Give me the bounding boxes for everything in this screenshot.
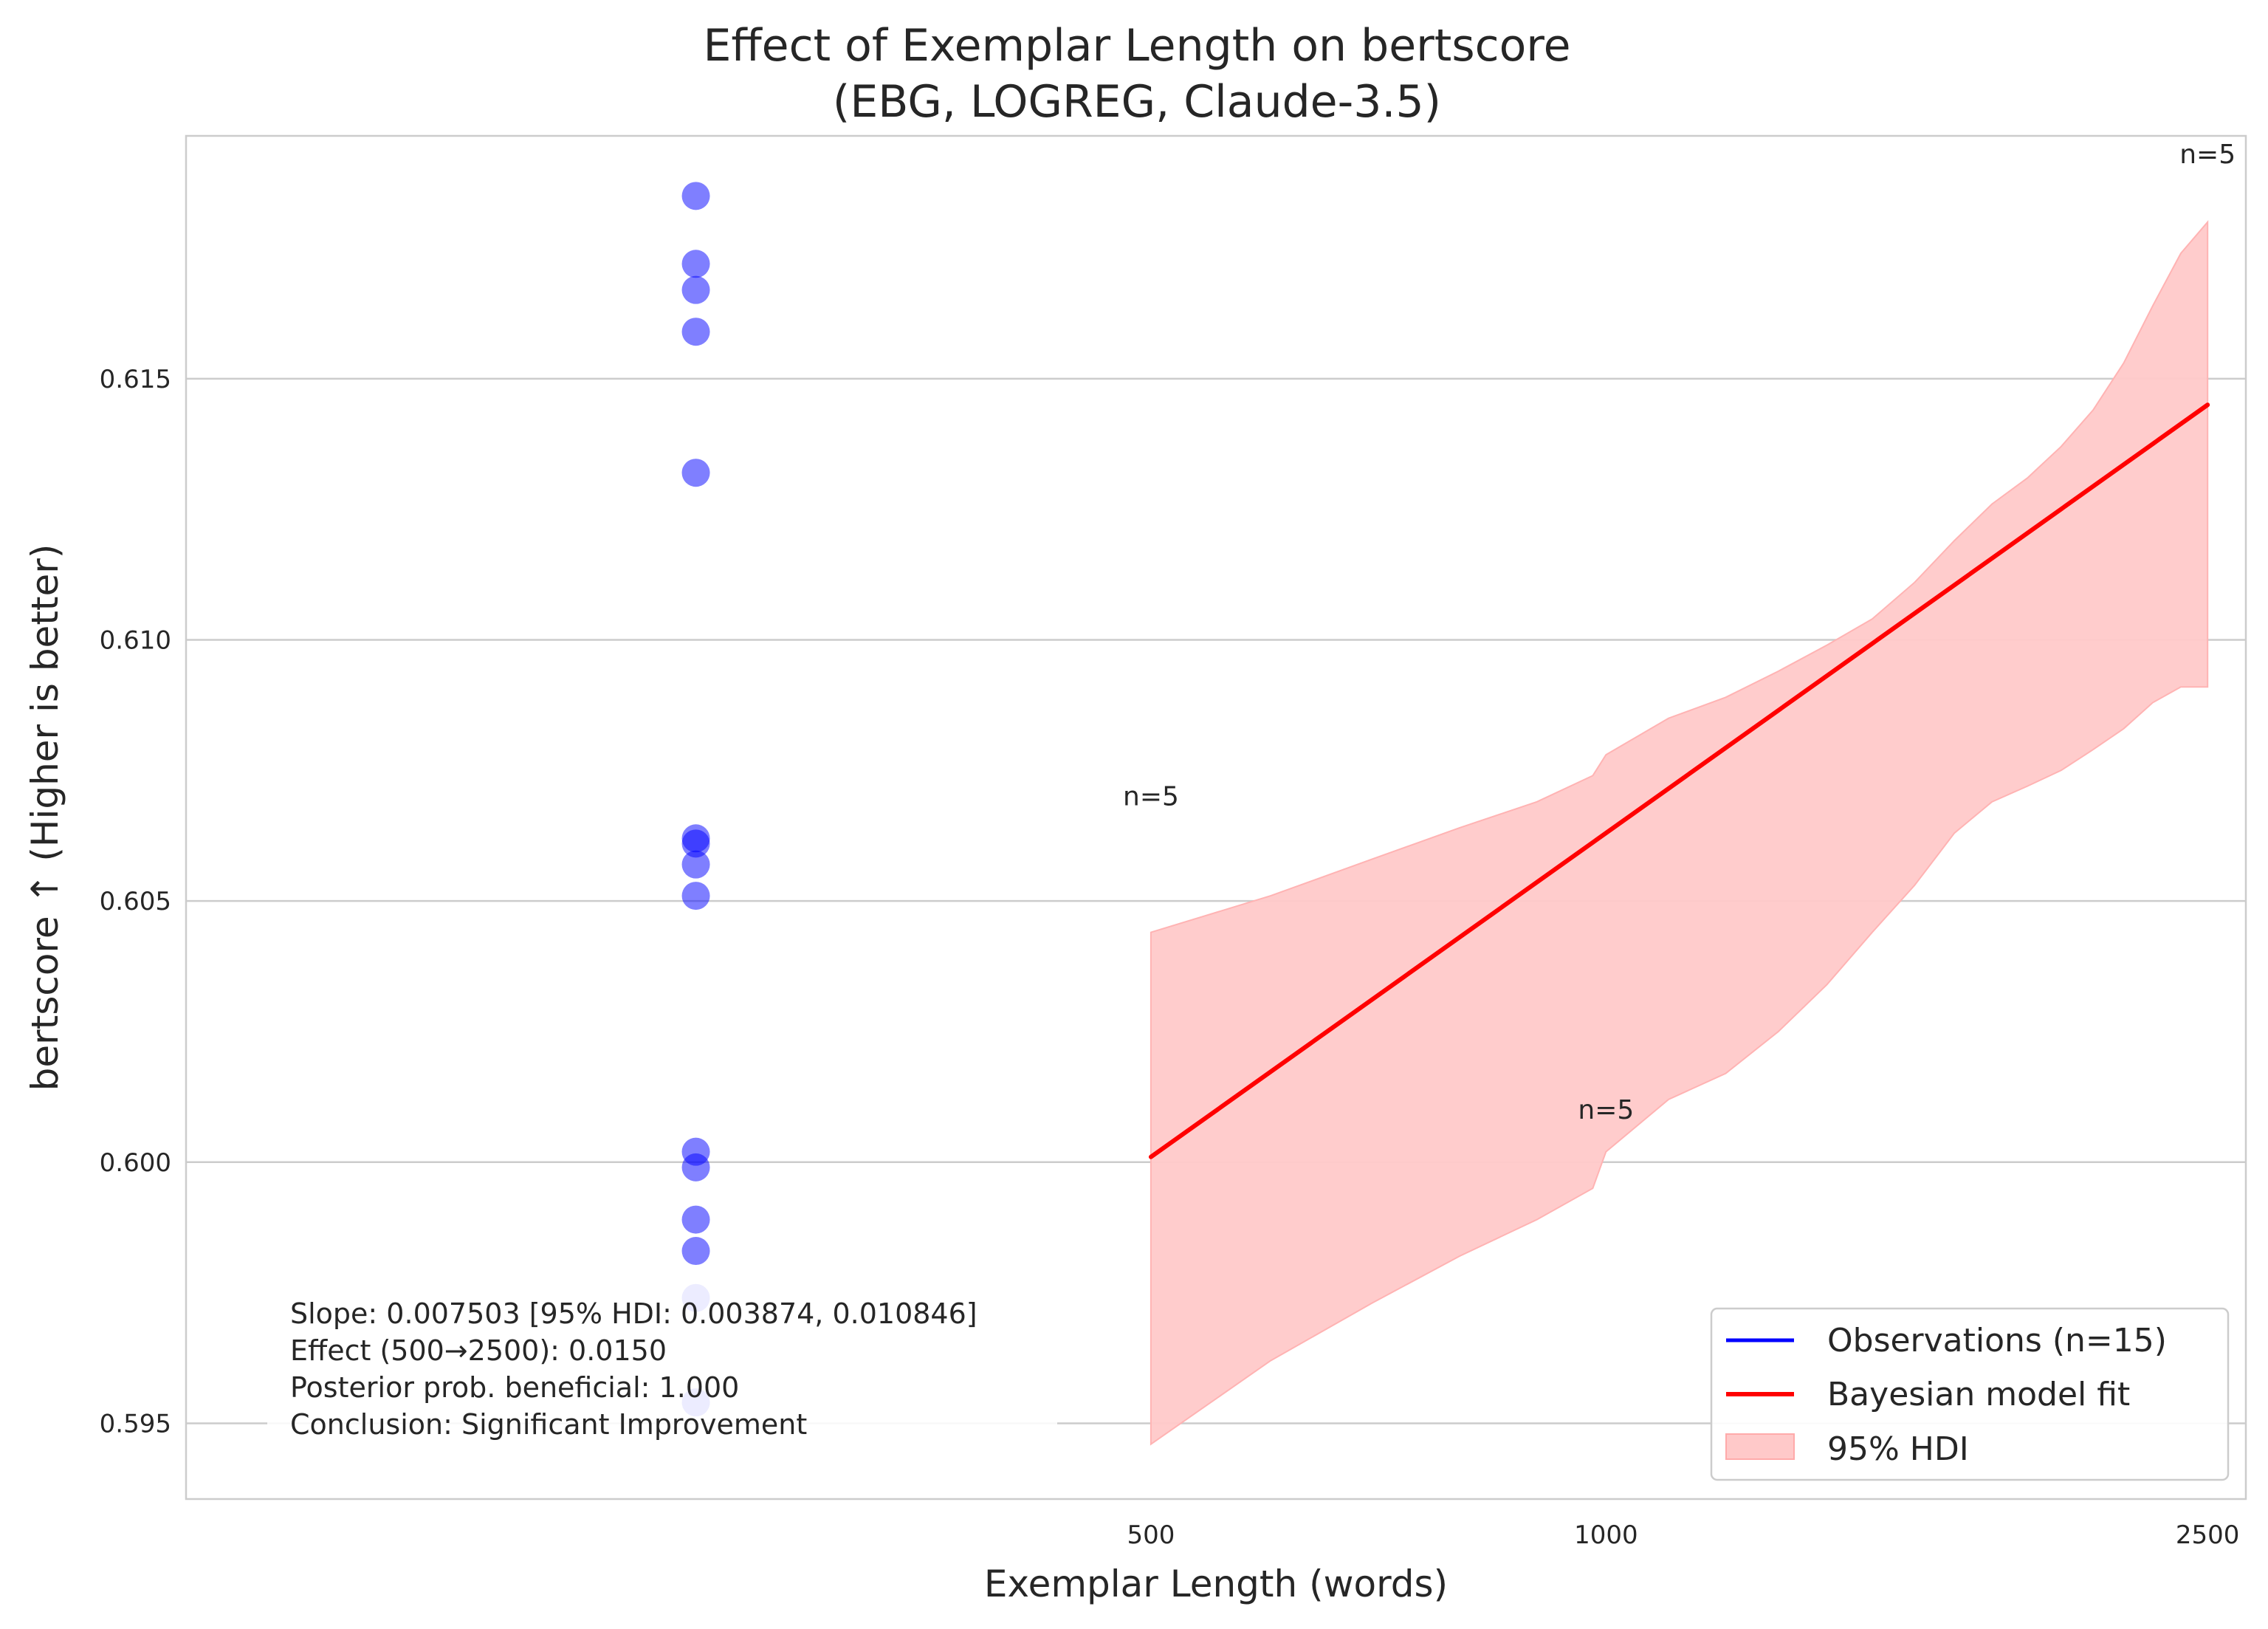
hdi-layer	[1150, 219, 2209, 1446]
observation-point	[681, 459, 710, 487]
legend-model-fit-label: Bayesian model fit	[1827, 1376, 2130, 1413]
x-axis-label: Exemplar Length (words)	[984, 1563, 1448, 1605]
stats-conclusion: Conclusion: Significant Improvement	[290, 1408, 807, 1441]
observation-point	[681, 1205, 710, 1234]
y-tick-labels: 0.595 0.600 0.605 0.610 0.615	[100, 365, 171, 1439]
stats-effect: Effect (500→2500): 0.0150	[290, 1334, 667, 1367]
legend-hdi-swatch	[1725, 1433, 1795, 1460]
observation-point	[681, 850, 710, 879]
observation-point	[681, 318, 710, 346]
observation-point	[681, 182, 710, 210]
x-tick-labels: 500 1000 2500	[1127, 1520, 2239, 1550]
stats-slope: Slope: 0.007503 [95% HDI: 0.003874, 0.01…	[290, 1297, 977, 1330]
model-fit-line	[1148, 402, 2210, 1159]
y-tick-label: 0.600	[100, 1148, 171, 1178]
legend-observations-label: Observations (n=15)	[1827, 1322, 2167, 1359]
stats-posterior: Posterior prob. beneficial: 1.000	[290, 1371, 739, 1404]
legend-box	[1710, 1307, 2230, 1481]
x-tick-label: 2500	[2176, 1520, 2240, 1550]
plot-frame	[185, 134, 2247, 1501]
observation-point	[681, 1153, 710, 1182]
y-tick-label: 0.605	[100, 887, 171, 916]
observation-point	[681, 829, 710, 858]
sample-size-annotation: n=5	[1578, 1095, 1634, 1125]
legend: Observations (n=15) Bayesian model fit 9…	[1710, 1307, 2230, 1481]
sample-size-annotation: n=5	[2179, 140, 2236, 170]
chart-title-line1: Effect of Exemplar Length on bertscore	[703, 20, 1570, 72]
x-tick-label: 500	[1127, 1520, 1175, 1550]
sample-size-annotation: n=5	[1123, 782, 1179, 812]
x-tick-label: 1000	[1574, 1520, 1638, 1550]
observation-points	[681, 182, 710, 1417]
observation-point	[681, 882, 710, 910]
observation-point	[681, 1237, 710, 1266]
model-fit-layer	[1148, 402, 2210, 1159]
y-axis-label: bertscore ↑ (Higher is better)	[24, 544, 66, 1091]
y-tick-label: 0.615	[100, 365, 171, 394]
legend-hdi-label: 95% HDI	[1827, 1430, 1969, 1468]
sample-size-annotations: n=5 n=5 n=5	[1123, 140, 2236, 1125]
y-tick-label: 0.595	[100, 1409, 171, 1438]
y-tick-label: 0.610	[100, 626, 171, 656]
hdi-band	[1150, 219, 2209, 1446]
chart-title-line2: (EBG, LOGREG, Claude-3.5)	[833, 76, 1441, 128]
observation-point	[681, 250, 710, 278]
observation-point	[681, 275, 710, 304]
stats-box: Slope: 0.007503 [95% HDI: 0.003874, 0.01…	[267, 1283, 1057, 1447]
stats-box-background	[267, 1283, 1057, 1447]
